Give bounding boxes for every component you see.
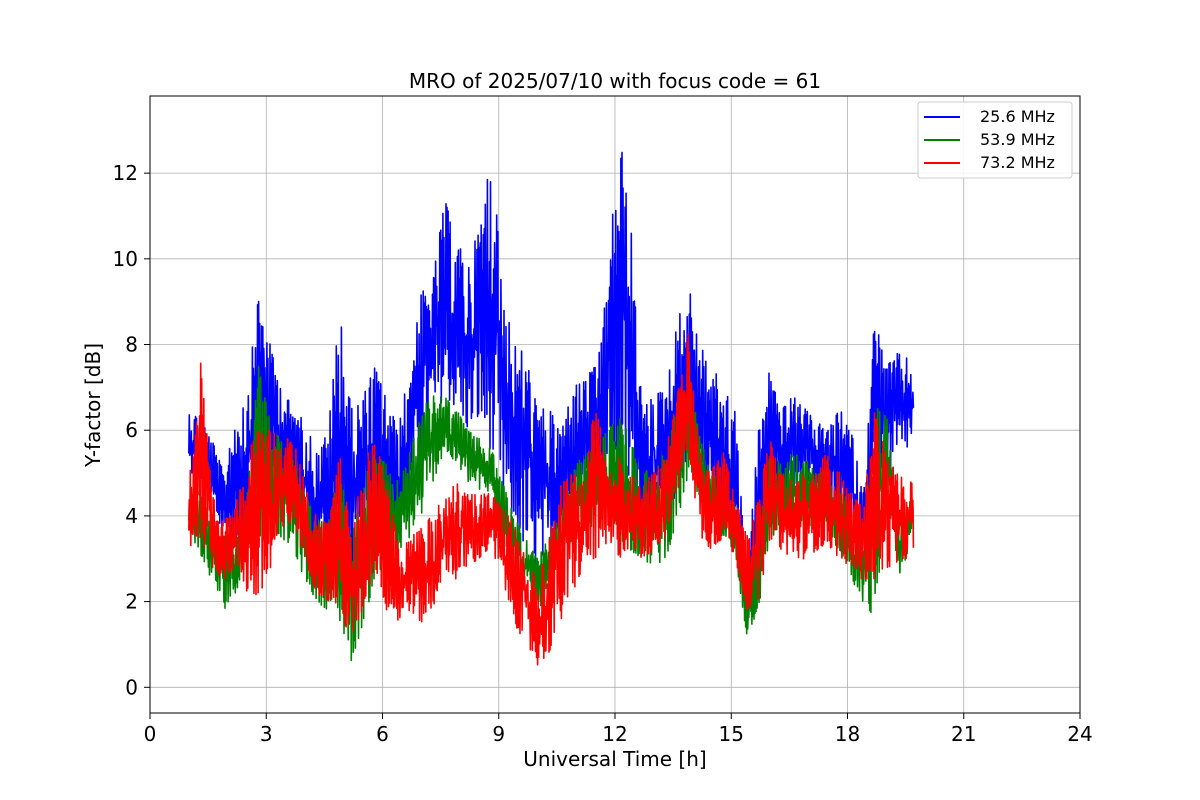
legend-box (917, 101, 1073, 179)
legend-label: 25.6 MHz (980, 107, 1055, 126)
x-tick-label: 3 (260, 722, 273, 746)
x-tick-label: 18 (835, 722, 860, 746)
series-line-3 (188, 333, 915, 666)
chart-title: MRO of 2025/07/10 with focus code = 61 (409, 69, 821, 93)
y-tick-label: 2 (125, 590, 138, 614)
x-tick-label: 12 (602, 722, 627, 746)
legend-label: 53.9 MHz (980, 130, 1055, 149)
x-tick-label: 15 (719, 722, 744, 746)
x-tick-label: 24 (1067, 722, 1092, 746)
y-tick-label: 4 (125, 504, 138, 528)
x-tick-label: 0 (144, 722, 157, 746)
x-axis-label: Universal Time [h] (523, 747, 706, 771)
y-tick-label: 6 (125, 418, 138, 442)
x-axis: 0 3 6 9 12 15 18 21 24 (144, 713, 1093, 746)
x-tick-label: 21 (951, 722, 976, 746)
y-tick-label: 12 (113, 161, 138, 185)
y-axis-label: Y-factor [dB] (81, 343, 105, 468)
plot-area (188, 151, 915, 666)
legend: 25.6 MHz 53.9 MHz 73.2 MHz (917, 101, 1073, 179)
y-axis: 0 2 4 6 8 10 12 (113, 161, 150, 699)
x-tick-label: 6 (376, 722, 389, 746)
x-tick-label: 9 (492, 722, 505, 746)
legend-label: 73.2 MHz (980, 153, 1055, 172)
y-tick-label: 10 (113, 247, 138, 271)
y-tick-label: 8 (125, 333, 138, 357)
y-tick-label: 0 (125, 675, 138, 699)
